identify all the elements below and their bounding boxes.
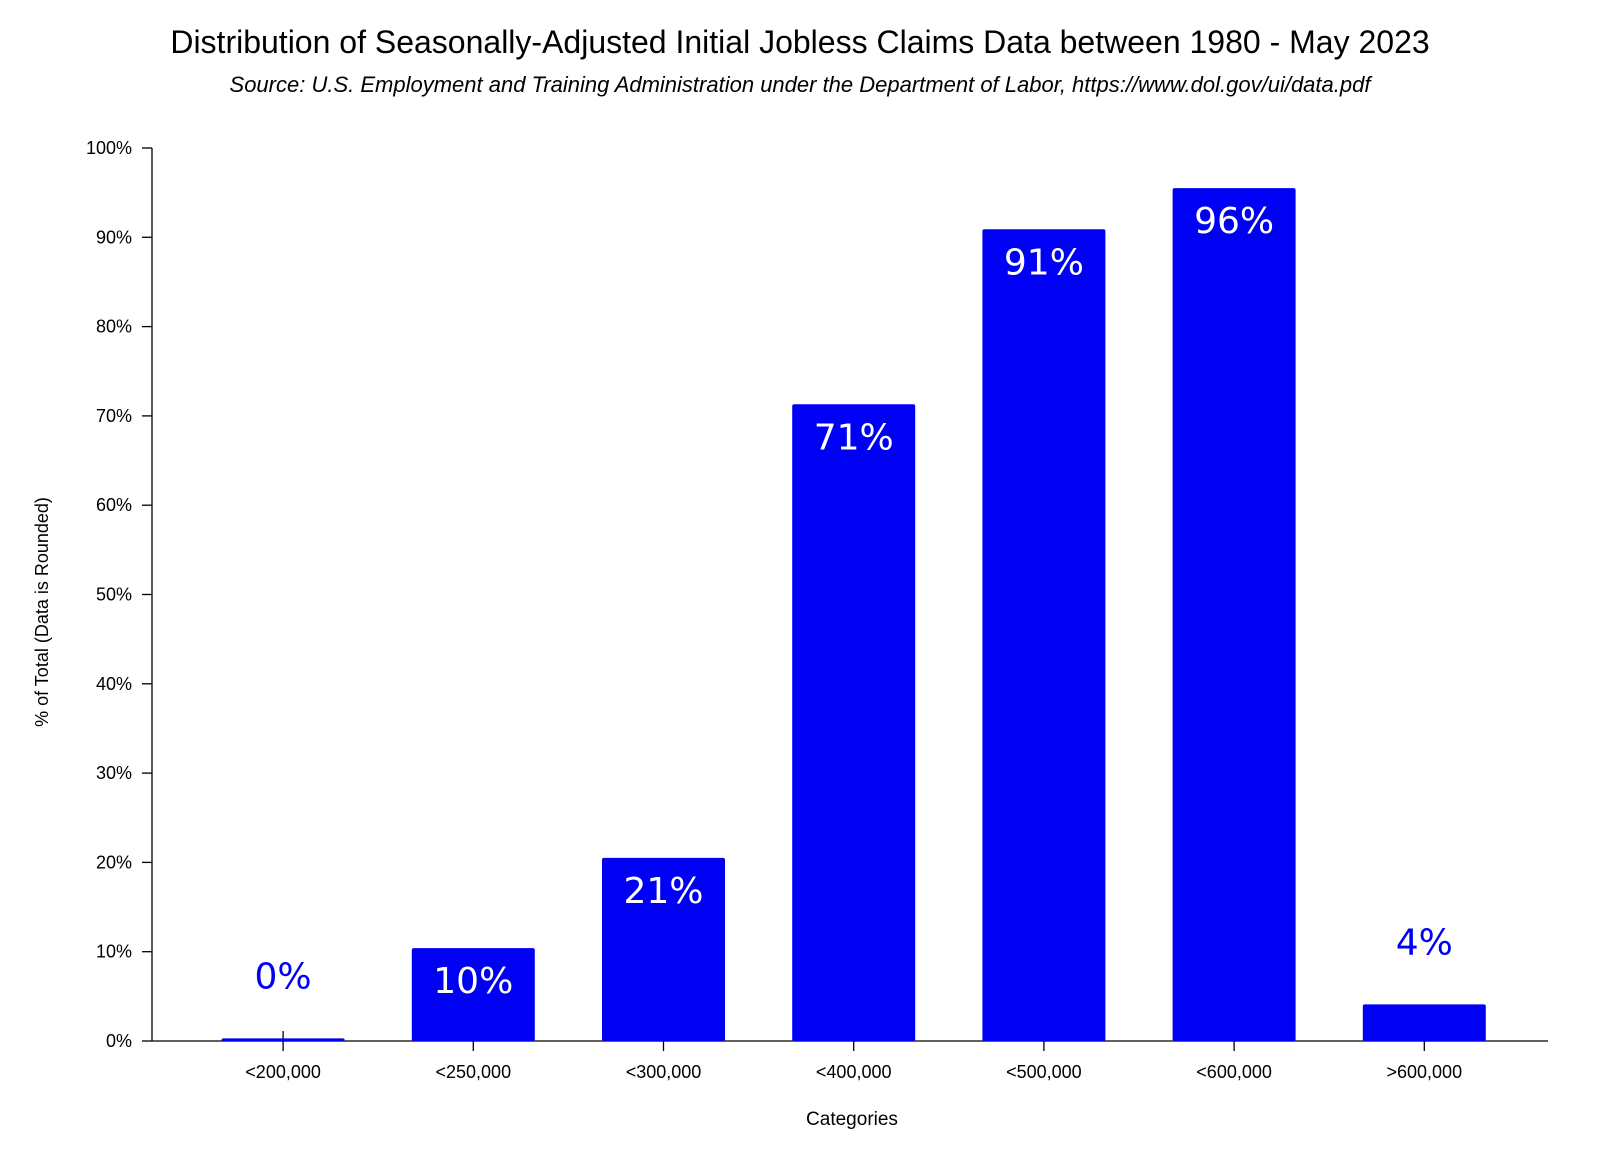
y-tick-label: 80% [96,317,132,337]
y-axis: 0% 10% 20% 30% 40% 50% 60% 70% 80% 90% 100% [86,138,153,1051]
data-label: 21% [623,871,703,912]
x-tick-label: <400,000 [816,1062,892,1082]
bars [221,188,1486,1041]
data-label: 91% [1004,242,1084,283]
bar [1172,188,1296,1041]
y-tick-label: 10% [96,942,132,962]
x-axis-title: Categories [806,1109,898,1130]
y-tick-label: 30% [96,763,132,783]
data-label: 71% [814,417,894,458]
y-tick-label: 60% [96,495,132,515]
bar [982,229,1106,1041]
y-tick-label: 90% [96,227,132,247]
y-tick-label: 100% [86,138,132,158]
x-tick-label: <200,000 [245,1062,321,1082]
y-tick-label: 20% [96,852,132,872]
x-tick-label: <300,000 [626,1062,702,1082]
data-label: 10% [433,961,513,1002]
data-label: 4% [1396,922,1453,963]
bar [602,857,725,1041]
x-tick-label: <600,000 [1196,1062,1272,1082]
data-label: 0% [255,956,312,997]
data-labels: 0% 10% 21% 71% 91% 96% 4% [255,201,1453,1002]
y-tick-label: 50% [96,585,132,605]
x-axis: <200,000 <250,000 <300,000 <400,000 <500,000… [152,1031,1548,1082]
bar [221,1038,345,1041]
x-tick-label: <250,000 [436,1062,512,1082]
bar [1362,1004,1486,1041]
x-tick-label: <500,000 [1006,1062,1082,1082]
chart-title: Distribution of Seasonally-Adjusted Init… [170,24,1430,60]
y-tick-label: 0% [106,1031,132,1051]
y-tick-label: 70% [96,406,132,426]
y-tick-label: 40% [96,674,132,694]
y-axis-title: % of Total (Data is Rounded) [32,497,52,727]
chart-subtitle: Source: U.S. Employment and Training Adm… [229,72,1371,97]
x-tick-label: >600,000 [1387,1062,1463,1082]
bar [792,404,916,1041]
data-label: 96% [1194,201,1274,242]
bar [411,948,535,1041]
